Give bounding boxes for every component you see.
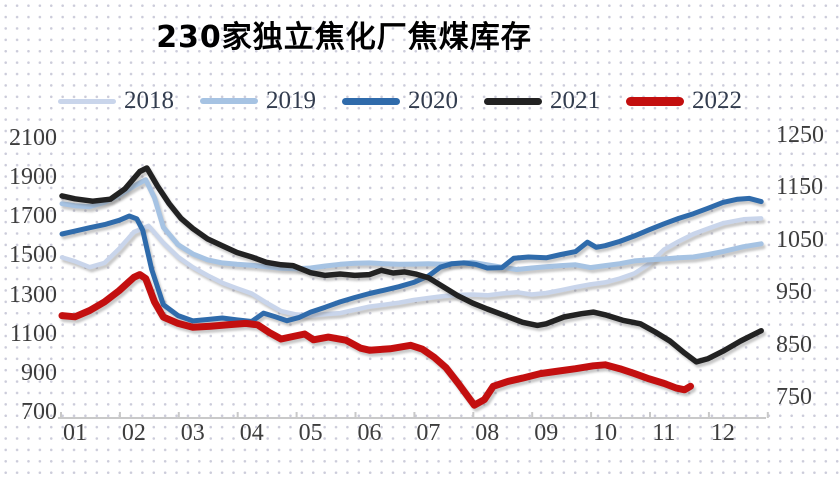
chart-title: 230家独立焦化厂焦煤库存 — [156, 20, 532, 55]
legend-label: 2020 — [408, 87, 458, 114]
right-axis-tick-1250: 1250 — [776, 122, 824, 148]
legend-label: 2022 — [692, 87, 742, 114]
left-axis-tick-1300: 1300 — [9, 281, 57, 308]
series-line-2021 — [59, 165, 764, 365]
x-axis-tick-07: 07 — [416, 420, 441, 446]
legend-swatch-2019 — [200, 98, 258, 104]
right-axis-tick-850: 850 — [776, 331, 812, 358]
x-axis-tick-12: 12 — [710, 420, 735, 446]
left-axis-tick-2100: 2100 — [9, 125, 57, 152]
x-axis-tick-01: 01 — [63, 420, 87, 446]
left-axis-tick-1500: 1500 — [9, 242, 57, 269]
x-axis-tick-04: 04 — [239, 420, 264, 446]
left-axis-tick-1900: 1900 — [9, 164, 57, 191]
legend-swatch-2020 — [342, 97, 400, 105]
left-axis-tick-700: 700 — [21, 398, 57, 425]
right-axis-tick-1050: 1050 — [776, 226, 824, 253]
x-axis-tick-09: 09 — [534, 420, 559, 446]
x-axis-line — [58, 412, 769, 419]
legend-item-2022: 2022 — [626, 87, 742, 115]
x-axis-tick-08: 08 — [475, 420, 500, 446]
x-axis-tick-11: 11 — [652, 420, 676, 446]
x-axis-tick-02: 02 — [121, 420, 146, 446]
legend-item-2019: 2019 — [200, 87, 316, 115]
legend-item-2021: 2021 — [484, 87, 600, 115]
legend-item-2020: 2020 — [342, 87, 458, 115]
x-axis-tick-10: 10 — [593, 420, 618, 446]
legend-swatch-2022 — [626, 96, 684, 106]
right-axis-tick-950: 950 — [776, 279, 812, 306]
x-axis-tick-06: 06 — [357, 420, 382, 446]
left-axis-tick-1100: 1100 — [9, 320, 57, 347]
legend-swatch-2018 — [58, 98, 116, 104]
legend-swatch-2021 — [484, 97, 542, 105]
legend-label: 2019 — [266, 87, 316, 114]
series-line-2018 — [59, 216, 764, 318]
legend: 2018 2019 2020 2021 2022 — [0, 86, 800, 116]
legend-label: 2021 — [550, 87, 600, 114]
series-line-2022 — [58, 271, 694, 409]
right-axis-tick-750: 750 — [776, 384, 812, 410]
legend-item-2018: 2018 — [58, 87, 174, 115]
left-axis-tick-1700: 1700 — [9, 203, 57, 230]
x-axis-tick-03: 03 — [180, 420, 205, 446]
right-axis-tick-1150: 1150 — [776, 174, 824, 201]
series-line-2020 — [59, 195, 764, 324]
left-axis-tick-900: 900 — [21, 359, 57, 386]
legend-label: 2018 — [124, 87, 174, 114]
series-line-2019 — [59, 177, 764, 272]
x-axis-tick-05: 05 — [298, 420, 323, 446]
